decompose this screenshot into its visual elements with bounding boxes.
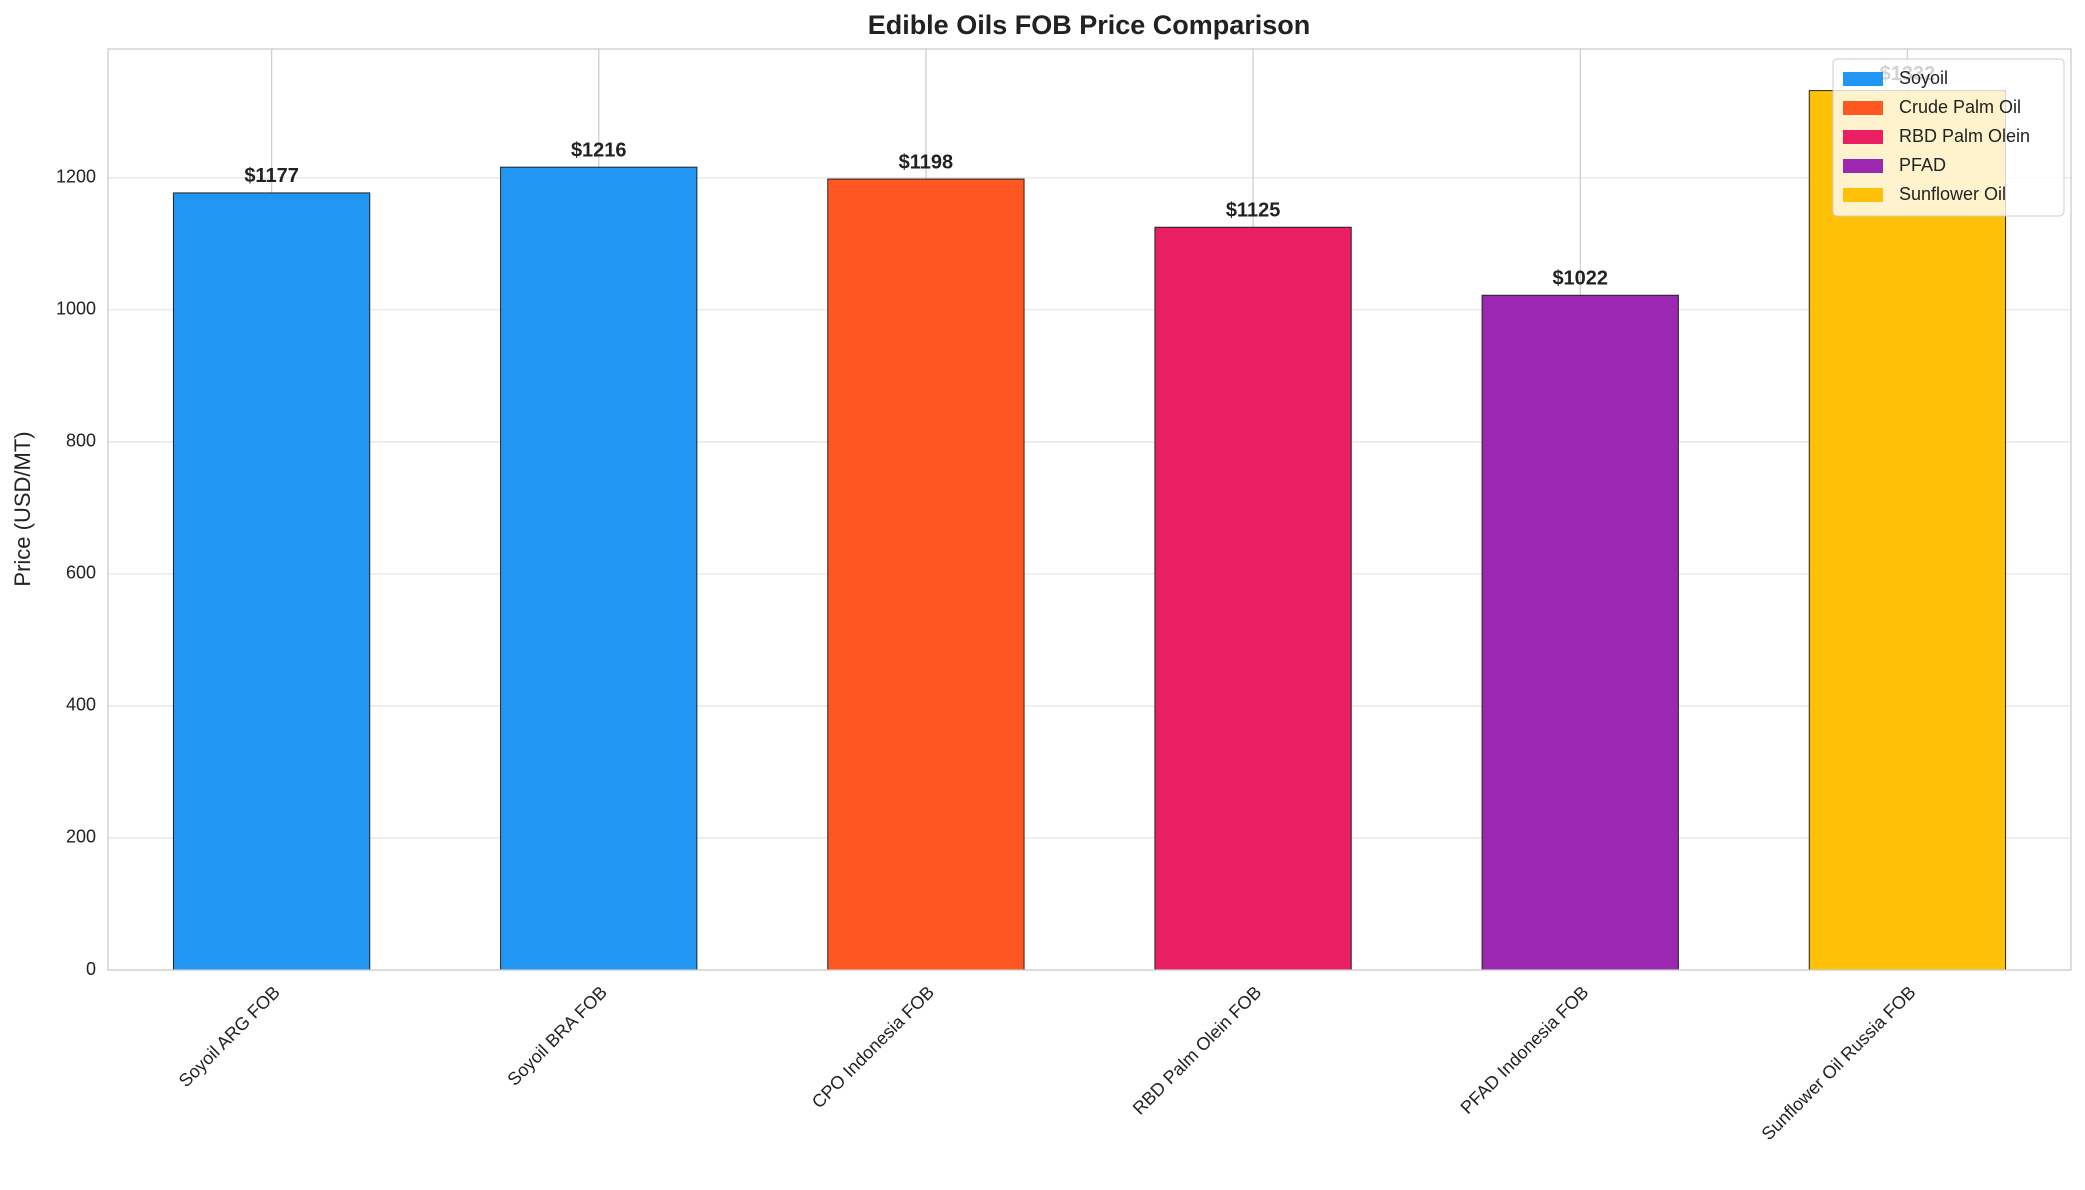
plot-frame xyxy=(107,48,2072,971)
legend-swatch xyxy=(1843,159,1883,173)
legend-label: Crude Palm Oil xyxy=(1899,97,2021,117)
chart-title: Edible Oils FOB Price Comparison xyxy=(868,10,1311,40)
x-tick-label: RBD Palm Olein FOB xyxy=(1129,982,1266,1119)
bar xyxy=(1481,294,1679,971)
bar xyxy=(172,192,371,971)
value-label: $1177 xyxy=(244,165,299,187)
bar xyxy=(1808,90,2007,971)
x-tick-label: CPO Indonesia FOB xyxy=(808,982,938,1112)
legend-swatch xyxy=(1843,101,1883,115)
y-axis-label: Price (USD/MT) xyxy=(10,431,35,586)
value-label: $1125 xyxy=(1226,200,1281,222)
y-tick-label: 600 xyxy=(66,563,96,583)
bar xyxy=(500,166,698,971)
legend-swatch xyxy=(1843,130,1883,144)
x-tick-label: Soyoil BRA FOB xyxy=(503,982,611,1090)
y-tick-label: 800 xyxy=(66,431,96,451)
x-tick-label: Soyoil ARG FOB xyxy=(175,982,284,1091)
y-tick-label: 1000 xyxy=(56,299,96,319)
legend-swatch xyxy=(1843,72,1883,86)
value-label: $1198 xyxy=(899,151,954,173)
y-tick-label: 1200 xyxy=(56,166,96,186)
x-tick-label: Sunflower Oil Russia FOB xyxy=(1758,982,1920,1144)
legend-label: Soyoil xyxy=(1899,68,1948,88)
legend-label: Sunflower Oil xyxy=(1899,184,2006,204)
legend-label: RBD Palm Olein xyxy=(1899,126,2030,146)
y-tick-label: 400 xyxy=(66,695,96,715)
value-label: $1216 xyxy=(571,139,627,161)
legend-box xyxy=(1832,58,2065,217)
y-tick-label: 0 xyxy=(86,959,96,979)
bar xyxy=(1154,226,1352,971)
bar xyxy=(827,178,1025,971)
legend-swatch xyxy=(1843,188,1883,202)
legend-label: PFAD xyxy=(1899,155,1946,175)
x-tick-label: PFAD Indonesia FOB xyxy=(1457,982,1593,1118)
y-tick-label: 200 xyxy=(66,827,96,847)
value-label: $1022 xyxy=(1552,268,1608,290)
